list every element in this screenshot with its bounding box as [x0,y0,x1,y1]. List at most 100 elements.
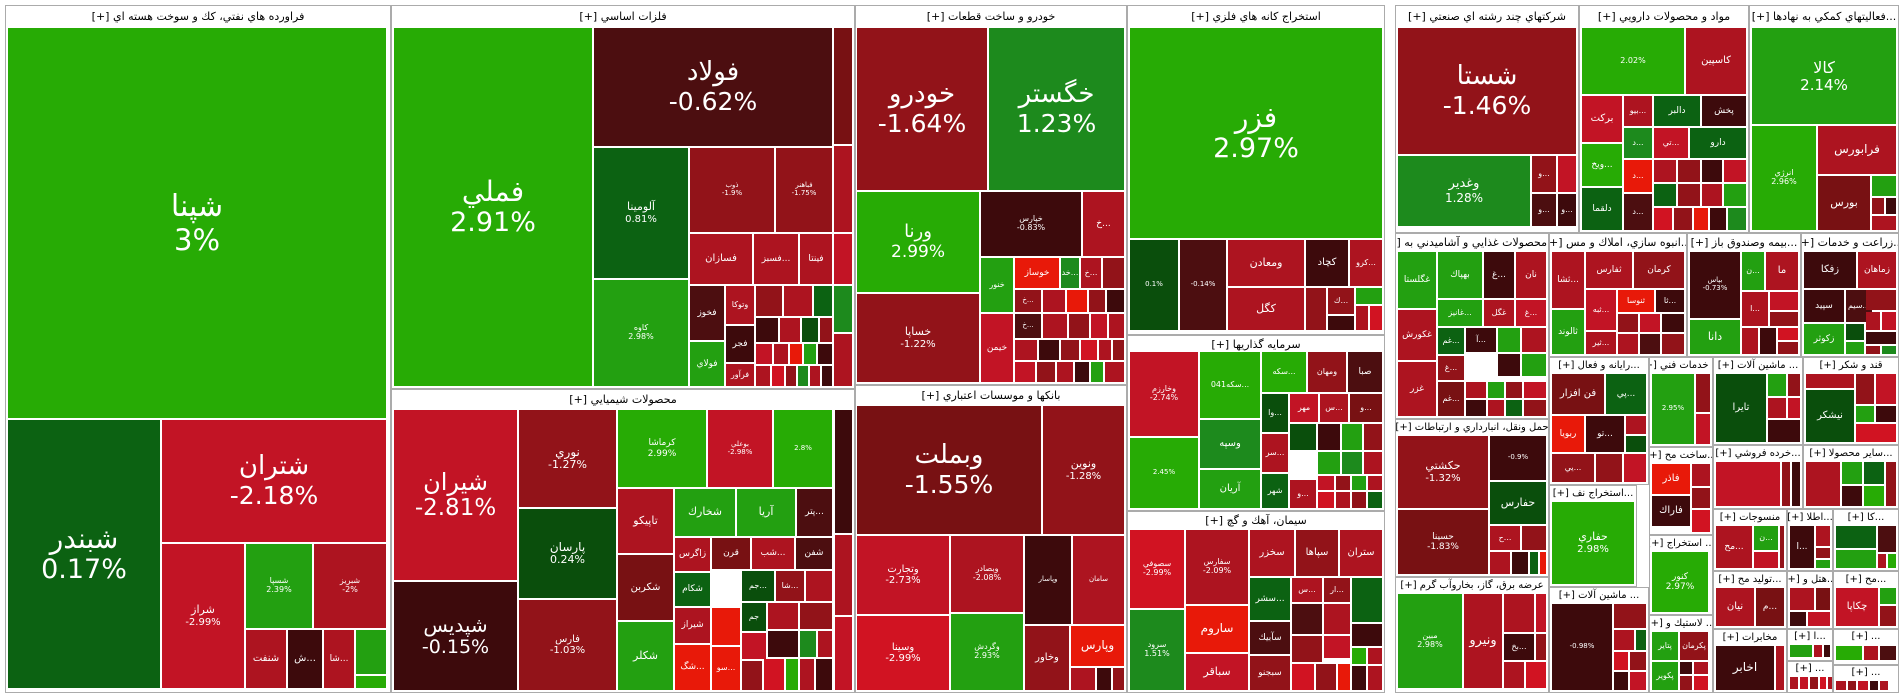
stock-tile[interactable] [1498,328,1520,352]
stock-tile[interactable] [1842,462,1862,484]
sector-header[interactable]: استخراج كانه هاي فلزي [+] [1128,6,1384,26]
stock-tile[interactable]: ستران [1340,530,1382,576]
stock-tile[interactable]: خپارس -0.83% [981,192,1081,256]
stock-tile[interactable]: ...پتر [797,489,832,536]
stock-tile[interactable]: فجر [726,326,754,362]
sector-header[interactable]: منسوجات [+] [1714,510,1786,524]
stock-tile[interactable]: شيراز [675,608,710,643]
stock-tile[interactable] [1336,492,1350,508]
sector-header[interactable]: عرضه برق، گاز، بخاروآب گرم [+] [1396,578,1548,592]
stock-tile[interactable]: نوري -1.27% [519,410,616,507]
stock-tile[interactable]: غگلستا [1398,252,1436,308]
stock-tile[interactable] [1524,400,1546,416]
stock-tile[interactable]: وپارس [1071,626,1124,666]
stock-tile[interactable]: ...خ [1015,290,1041,312]
stock-tile[interactable] [1614,604,1646,628]
stock-tile[interactable] [1624,454,1646,482]
stock-tile[interactable] [1057,362,1073,382]
stock-tile[interactable] [1716,462,1780,506]
stock-tile[interactable] [1846,342,1864,354]
stock-tile[interactable] [1524,382,1546,398]
stock-tile[interactable]: زكوثر [1804,324,1844,354]
stock-tile[interactable] [1069,314,1089,338]
stock-tile[interactable] [1336,476,1350,490]
stock-tile[interactable] [1506,382,1522,398]
stock-tile[interactable] [1089,290,1105,312]
stock-tile[interactable]: ...سكه [1262,352,1306,392]
stock-tile[interactable] [1368,648,1382,664]
stock-tile[interactable] [1352,624,1382,646]
stock-tile[interactable] [1692,488,1710,508]
stock-tile[interactable] [356,676,386,688]
stock-tile[interactable] [800,659,814,690]
stock-tile[interactable]: 2.8% [774,410,832,487]
sector-header[interactable]: ...ساير محصولا [+] [1804,446,1898,460]
stock-tile[interactable]: شستا -1.46% [1398,28,1576,154]
stock-tile[interactable]: ...غانيز [1438,300,1482,326]
stock-tile[interactable] [1824,645,1830,657]
stock-tile[interactable] [1015,340,1037,360]
stock-tile[interactable]: دارو [1690,128,1746,158]
stock-tile[interactable]: بوعلي -2.98% [708,410,772,487]
stock-tile[interactable]: غكورش [1398,310,1436,360]
sector-header[interactable]: ...هتل و [+] [1788,572,1832,586]
stock-tile[interactable]: سامان [1073,536,1124,624]
stock-tile[interactable]: كگل [1228,288,1304,330]
stock-tile[interactable]: شپنا 3% [8,28,386,418]
stock-tile[interactable] [1043,314,1067,338]
stock-tile[interactable]: غزر [1398,362,1436,416]
stock-tile[interactable] [1630,672,1646,690]
sector-header[interactable]: شركتهاي چند رشته اي صنعتي [+] [1396,6,1578,26]
stock-tile[interactable] [1680,676,1692,690]
stock-tile[interactable]: آريا [737,489,795,536]
stock-tile[interactable]: پخش [1702,96,1746,126]
stock-tile[interactable] [1780,526,1784,568]
stock-tile[interactable] [1338,664,1350,690]
stock-tile[interactable] [1512,552,1528,574]
stock-tile[interactable] [1109,314,1124,338]
stock-tile[interactable] [1352,666,1366,690]
stock-tile[interactable] [1067,290,1087,312]
stock-tile[interactable] [1075,362,1089,382]
stock-tile[interactable] [1097,668,1111,690]
stock-tile[interactable] [814,286,832,316]
stock-tile[interactable] [1692,510,1710,532]
stock-tile[interactable] [1872,216,1896,230]
stock-tile[interactable]: نيان [1716,588,1754,626]
stock-tile[interactable] [1760,328,1776,354]
stock-tile[interactable]: چكاپا [1836,588,1878,626]
stock-tile[interactable] [1324,604,1350,634]
stock-tile[interactable] [1790,645,1812,657]
stock-tile[interactable]: شكلر [618,622,673,690]
stock-tile[interactable]: ...ح [1490,526,1520,550]
stock-tile[interactable] [1324,636,1350,658]
stock-tile[interactable]: فينتا [800,234,832,284]
stock-tile[interactable] [1674,208,1692,230]
stock-tile[interactable] [1880,646,1896,660]
stock-tile[interactable] [1630,652,1646,670]
stock-tile[interactable] [1596,454,1622,482]
stock-tile[interactable]: ...ويخ [1582,144,1622,186]
stock-tile[interactable] [764,659,784,690]
stock-tile[interactable] [820,318,832,342]
stock-tile[interactable]: ...مح [1716,526,1752,568]
stock-tile[interactable]: حفاري 2.98% [1552,502,1634,584]
stock-tile[interactable] [1816,548,1830,558]
stock-tile[interactable]: ثفارس [1586,252,1632,288]
sector-header[interactable]: ... محصولات غذايي و آشاميدني به [+] [1396,234,1548,250]
stock-tile[interactable] [834,334,852,386]
stock-tile[interactable]: ...و [1532,156,1556,192]
stock-tile[interactable] [1878,526,1896,552]
stock-tile[interactable]: ...بيو [1624,96,1652,126]
stock-tile[interactable]: تايرا [1716,374,1766,442]
stock-tile[interactable] [1768,398,1786,418]
stock-tile[interactable] [1105,362,1124,382]
stock-tile[interactable]: وپاسار [1025,536,1071,624]
stock-tile[interactable]: ...د [1624,194,1652,230]
stock-tile[interactable]: كرماشا 2.99% [618,410,706,487]
stock-tile[interactable] [1806,374,1854,388]
stock-tile[interactable] [1702,184,1722,206]
stock-tile[interactable]: 2.45% [1130,438,1198,508]
stock-tile[interactable] [1081,340,1097,360]
stock-tile[interactable] [1788,374,1800,396]
